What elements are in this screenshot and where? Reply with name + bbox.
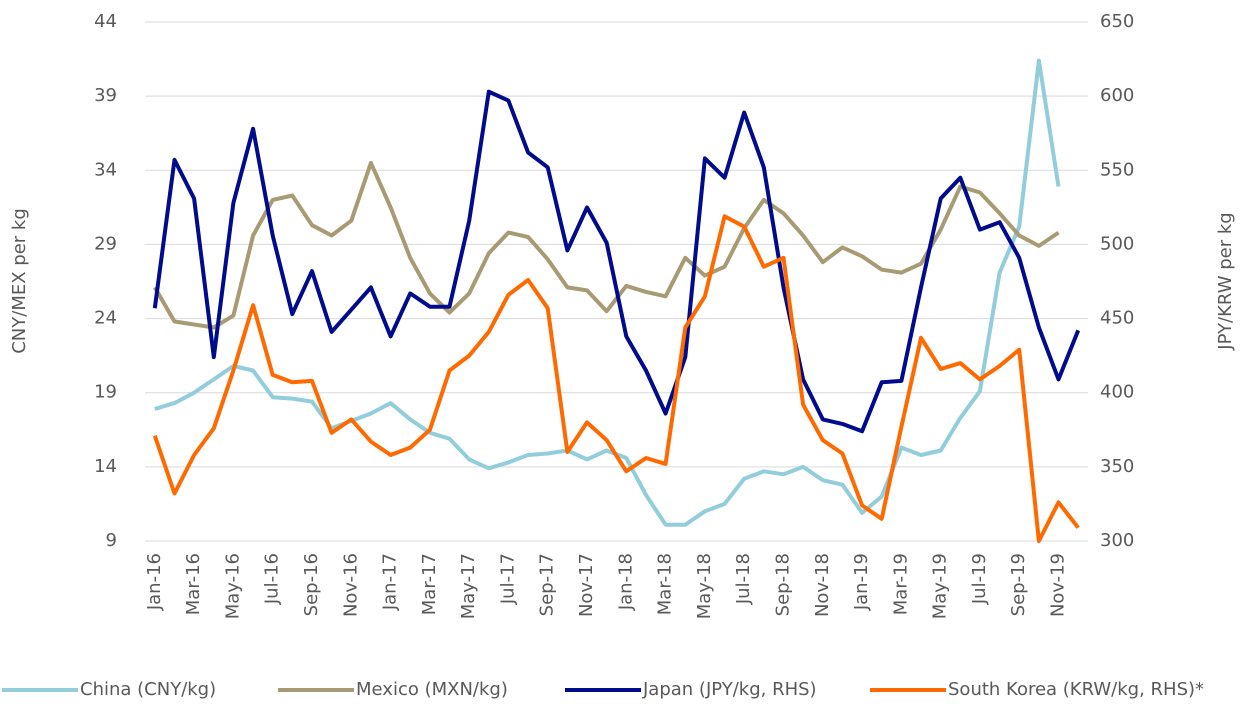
legend-label: Mexico (MXN/kg) [356, 679, 508, 700]
x-tick-label: Jul-17 [497, 553, 518, 605]
x-tick-label: May-16 [222, 553, 243, 619]
y2-axis-title: JPY/KRW per kg [1215, 212, 1236, 350]
x-tick-label: Mar-18 [655, 553, 676, 615]
x-tick-label: Nov-19 [1048, 553, 1069, 617]
y-tick-label: 34 [94, 159, 117, 180]
x-tick-label: Mar-17 [419, 553, 440, 615]
series-line [152, 89, 1081, 434]
y2-tick-label: 600 [1100, 85, 1134, 106]
legend-label: China (CNY/kg) [80, 679, 216, 700]
y-tick-label: 29 [94, 233, 117, 254]
x-tick-label: May-19 [930, 553, 951, 619]
x-tick-label: May-17 [458, 553, 479, 619]
y-tick-label: 19 [94, 382, 117, 403]
legend-label: South Korea (KRW/kg, RHS)* [948, 679, 1204, 700]
x-tick-label: Mar-16 [183, 553, 204, 615]
legend-label: Japan (JPY/kg, RHS) [642, 679, 817, 700]
x-tick-label: Sep-19 [1008, 553, 1029, 616]
x-tick-label: Nov-18 [812, 553, 833, 617]
y-axis-title: CNY/MEX per kg [9, 208, 30, 354]
y-tick-label: 24 [94, 308, 117, 329]
y-tick-label: 39 [94, 85, 117, 106]
y2-tick-label: 450 [1100, 308, 1134, 329]
x-tick-label: Sep-16 [301, 553, 322, 616]
y-tick-label: 9 [106, 530, 117, 551]
x-tick-label: Nov-17 [576, 553, 597, 617]
y2-tick-label: 550 [1100, 159, 1134, 180]
x-tick-label: May-18 [694, 553, 715, 619]
y2-tick-label: 500 [1100, 233, 1134, 254]
series-line [153, 160, 1060, 330]
x-tick-label: Sep-17 [537, 553, 558, 616]
y2-tick-label: 350 [1100, 456, 1134, 477]
x-tick-label: Jan-18 [615, 553, 636, 611]
x-tick-label: Jan-17 [380, 553, 401, 611]
x-tick-label: Jan-16 [144, 553, 165, 611]
x-tick-label: Nov-16 [340, 553, 361, 617]
series-line [154, 58, 1061, 527]
x-tick-label: Jul-16 [262, 553, 283, 605]
y2-tick-label: 300 [1100, 530, 1134, 551]
series-line [152, 214, 1080, 543]
y-tick-label: 44 [94, 11, 117, 32]
x-tick-label: Jan-19 [851, 553, 872, 611]
x-tick-label: Mar-19 [890, 553, 911, 615]
x-tick-label: Jul-18 [733, 553, 754, 605]
y-tick-label: 14 [94, 456, 117, 477]
x-tick-label: Jul-19 [969, 553, 990, 605]
x-tick-label: Sep-18 [772, 553, 793, 616]
y2-tick-label: 400 [1100, 382, 1134, 403]
y2-tick-label: 650 [1100, 11, 1134, 32]
